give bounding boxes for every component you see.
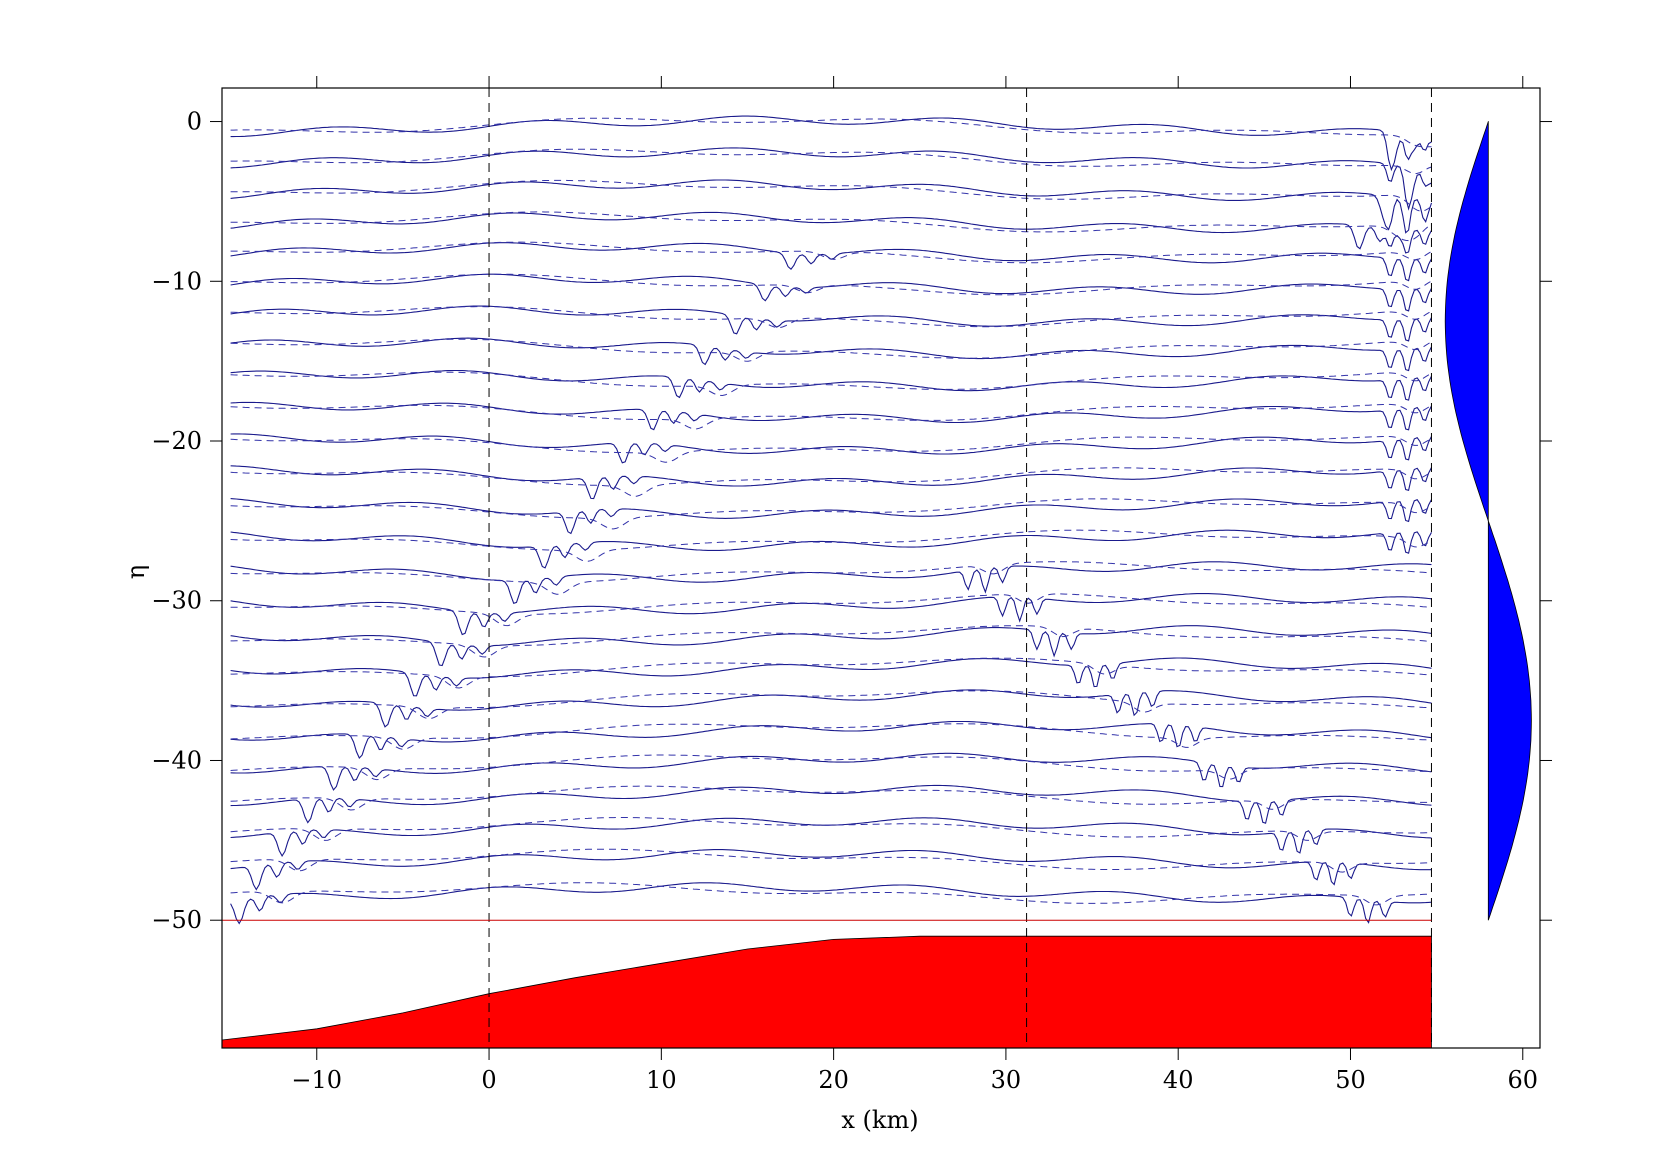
- topography-layer: [222, 935, 1432, 1048]
- y-axis-label: η: [122, 565, 150, 579]
- trace-solid: [230, 529, 1432, 569]
- trace-solid: [230, 593, 1432, 636]
- trace-solid: [230, 689, 1432, 728]
- trace-solid: [230, 498, 1432, 535]
- topography-fill: [222, 935, 1432, 1048]
- trace-dashed: [230, 498, 1432, 530]
- trace-solid: [230, 784, 1432, 824]
- trace-solid: [230, 147, 1432, 211]
- trace-dashed: [230, 403, 1432, 430]
- trace-solid: [230, 752, 1432, 791]
- trace-dashed: [230, 435, 1432, 463]
- trace-dashed: [230, 593, 1432, 627]
- trace-dashed: [230, 561, 1432, 595]
- trace-dashed: [230, 211, 1432, 242]
- plot-frame: [221, 87, 1541, 1049]
- x-tick-label: 0: [481, 1066, 496, 1094]
- mode-profile-lower-lobe: [1487, 520, 1532, 921]
- trace-solid: [230, 401, 1432, 431]
- trace-solid: [230, 305, 1432, 342]
- x-tick-label: 60: [1507, 1066, 1538, 1094]
- x-tick-label: 40: [1163, 1066, 1194, 1094]
- trace-dashed: [230, 179, 1432, 212]
- mode-profile-upper-lobe: [1444, 121, 1489, 522]
- ticks-layer: −10 0 10 20 30 40 50 60 0 −10 −20 −30 −40 −50: [151, 76, 1552, 1094]
- trace-solid: [230, 273, 1432, 312]
- trace-dashed: [230, 754, 1432, 781]
- x-tick-label: 20: [818, 1066, 849, 1094]
- trace-solid: [230, 817, 1432, 857]
- trace-dashed: [230, 625, 1432, 658]
- x-axis-label: x (km): [841, 1106, 918, 1134]
- trace-dashed: [230, 690, 1432, 720]
- x-tick-label: −10: [291, 1066, 342, 1094]
- trace-dashed: [230, 882, 1432, 906]
- y-tick-label: −40: [151, 746, 202, 774]
- y-tick-label: 0: [187, 108, 202, 136]
- y-tick-label: −30: [151, 587, 202, 615]
- trace-dashed: [230, 273, 1432, 296]
- trace-solid: [230, 369, 1432, 401]
- trace-dashed: [230, 657, 1432, 689]
- trace-solid: [230, 465, 1432, 500]
- reference-lines-layer: [222, 88, 1432, 1048]
- trace-solid: [230, 882, 1432, 925]
- trace-dashed: [230, 241, 1432, 264]
- trace-dashed: [230, 371, 1432, 397]
- trace-dashed: [230, 785, 1432, 811]
- trace-dashed: [230, 467, 1432, 497]
- x-tick-label: 10: [646, 1066, 677, 1094]
- traces-layer: [230, 115, 1433, 925]
- trace-solid: [230, 625, 1432, 667]
- trace-dashed: [230, 338, 1432, 362]
- trace-dashed: [230, 723, 1432, 750]
- trace-dashed: [230, 817, 1432, 841]
- x-tick-label: 50: [1335, 1066, 1366, 1094]
- trace-solid: [230, 337, 1432, 372]
- trace-solid: [230, 179, 1433, 234]
- y-tick-label: −50: [151, 906, 202, 934]
- trace-dashed: [230, 848, 1432, 873]
- x-tick-label: 30: [991, 1066, 1022, 1094]
- y-tick-label: −10: [151, 267, 202, 295]
- trace-solid: [230, 720, 1432, 759]
- trace-dashed: [230, 306, 1432, 329]
- trace-solid: [230, 433, 1432, 464]
- trace-solid: [230, 849, 1432, 891]
- trace-solid: [230, 115, 1432, 172]
- trace-dashed: [230, 117, 1432, 148]
- trace-solid: [230, 657, 1432, 697]
- trace-solid: [230, 211, 1432, 254]
- y-tick-label: −20: [151, 427, 202, 455]
- trace-dashed: [230, 529, 1432, 562]
- mode-profile-layer: [1444, 121, 1532, 921]
- trace-dashed: [230, 148, 1432, 175]
